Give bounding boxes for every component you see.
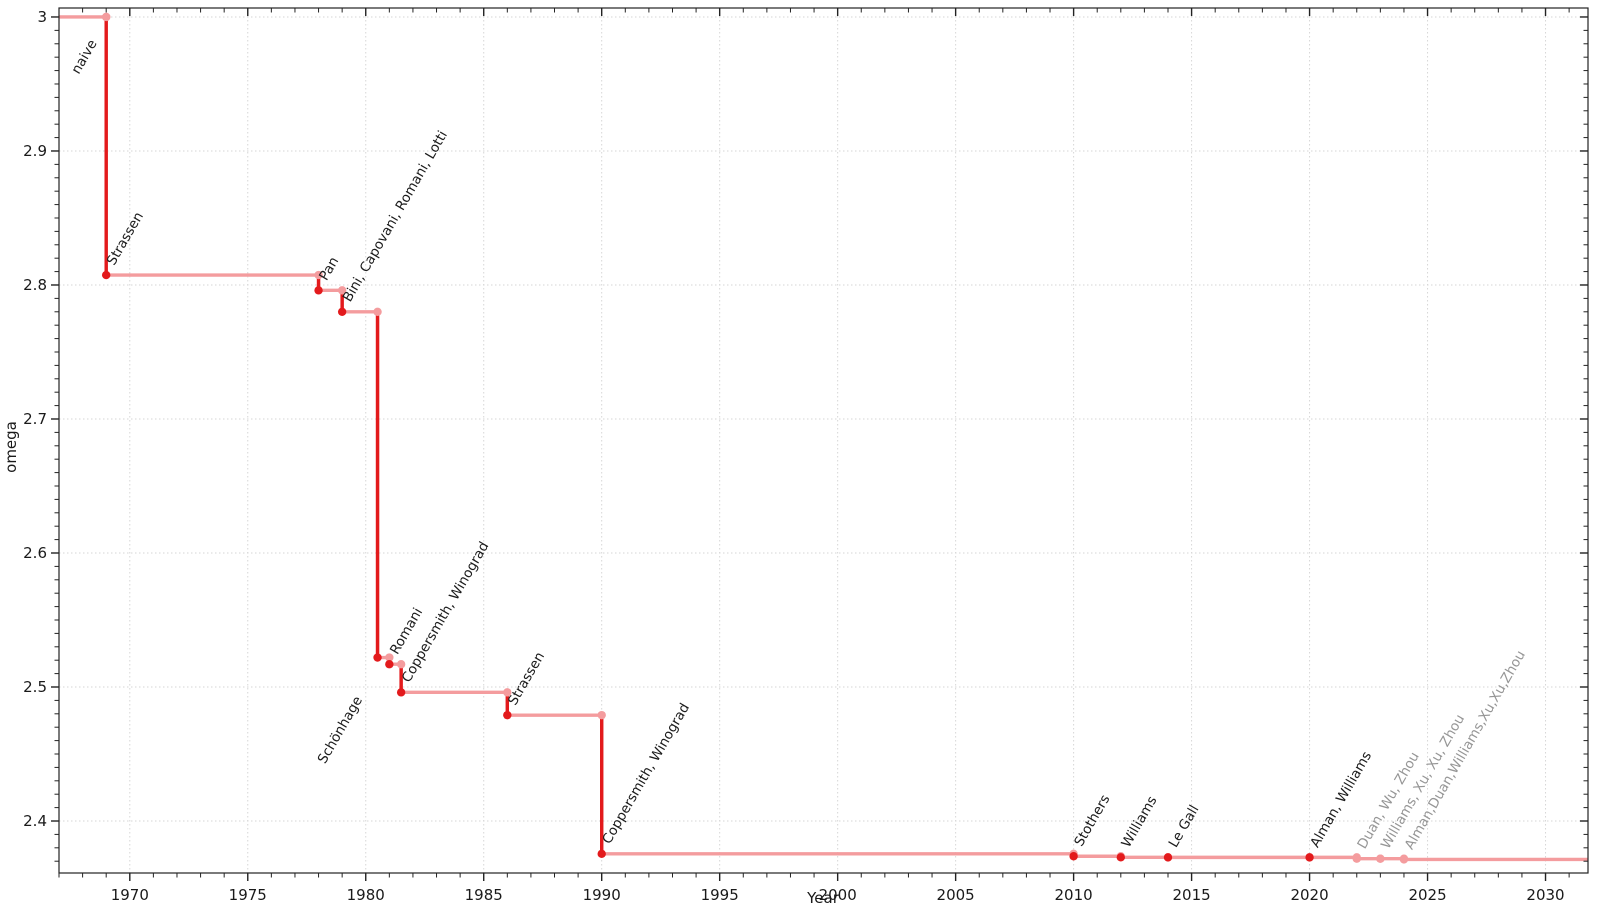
data-point-marker <box>337 307 347 316</box>
annotation-label: naive <box>68 37 100 77</box>
annotation-label: Bini, Capovani, Romani, Lotti <box>340 128 451 305</box>
x-tick-label: 1970 <box>111 886 149 904</box>
axes: 1970 1975 1980 1985 1990 1995 2000 2005 2010 2015… <box>23 7 1589 904</box>
y-axis-title: omega <box>2 421 20 473</box>
data-point-marker <box>1163 853 1173 862</box>
previous-bound-marker <box>337 286 347 295</box>
data-point-marker <box>101 12 111 22</box>
x-tick-label: 2000 <box>819 886 857 904</box>
data-point-marker <box>1352 854 1361 863</box>
annotation-label: Strassen <box>104 209 147 268</box>
previous-bound-marker <box>597 710 606 720</box>
data-point-marker <box>396 688 406 697</box>
x-tick-label: 1995 <box>701 886 739 904</box>
previous-bound-marker <box>373 307 382 316</box>
data-point-marker <box>1305 853 1314 862</box>
previous-bound-marker <box>314 270 323 280</box>
x-tick-label: 1985 <box>465 886 503 904</box>
data-point-marker <box>101 270 111 280</box>
data-point-marker <box>1399 855 1409 864</box>
x-tick-label: 1990 <box>583 886 621 904</box>
data-point-marker <box>385 660 394 669</box>
data-point-marker <box>1116 853 1126 862</box>
y-tick-label: 2.6 <box>23 544 47 562</box>
annotation-label: Williams <box>1118 793 1160 850</box>
data-point-marker <box>597 849 606 859</box>
y-tick-label: 2.7 <box>23 410 47 428</box>
data-point-marker <box>503 710 512 720</box>
annotation-label: Alman,Duan,Williams,Xu,Xu,Zhou <box>1402 648 1529 853</box>
x-tick-label: 2010 <box>1055 886 1093 904</box>
data-point-marker <box>373 653 382 662</box>
annotation-label: Schönhage <box>315 694 366 767</box>
x-tick-label: 2025 <box>1408 886 1446 904</box>
x-tick-label: 2005 <box>937 886 975 904</box>
history-step-line <box>59 15 1588 862</box>
y-tick-label: 2.5 <box>23 678 47 696</box>
x-tick-label: 1975 <box>229 886 267 904</box>
y-tick-label: 2.4 <box>23 812 47 830</box>
y-tick-label: 2.8 <box>23 276 47 294</box>
previous-bound-marker <box>396 660 406 669</box>
previous-bound-marker <box>503 688 512 697</box>
x-tick-label: 2015 <box>1172 886 1210 904</box>
data-point-marker <box>314 286 323 295</box>
gridlines <box>59 8 1588 873</box>
y-tick-label: 3 <box>37 8 47 26</box>
x-axis-title: Year <box>806 889 840 907</box>
data-point-marker <box>1376 854 1385 863</box>
data-point-marker <box>1069 852 1078 861</box>
previous-bound-marker <box>385 653 394 662</box>
x-tick-label: 1980 <box>347 886 385 904</box>
x-tick-label: 2020 <box>1290 886 1328 904</box>
annotation-label: Coppersmith, Winograd <box>599 701 693 847</box>
x-tick-label: 2030 <box>1526 886 1564 904</box>
annotation-label: Strassen <box>505 649 548 708</box>
plot-border <box>58 7 1589 874</box>
series <box>59 12 1588 864</box>
annotation-label: Le Gall <box>1166 802 1203 850</box>
y-tick-label: 2.9 <box>23 142 47 160</box>
